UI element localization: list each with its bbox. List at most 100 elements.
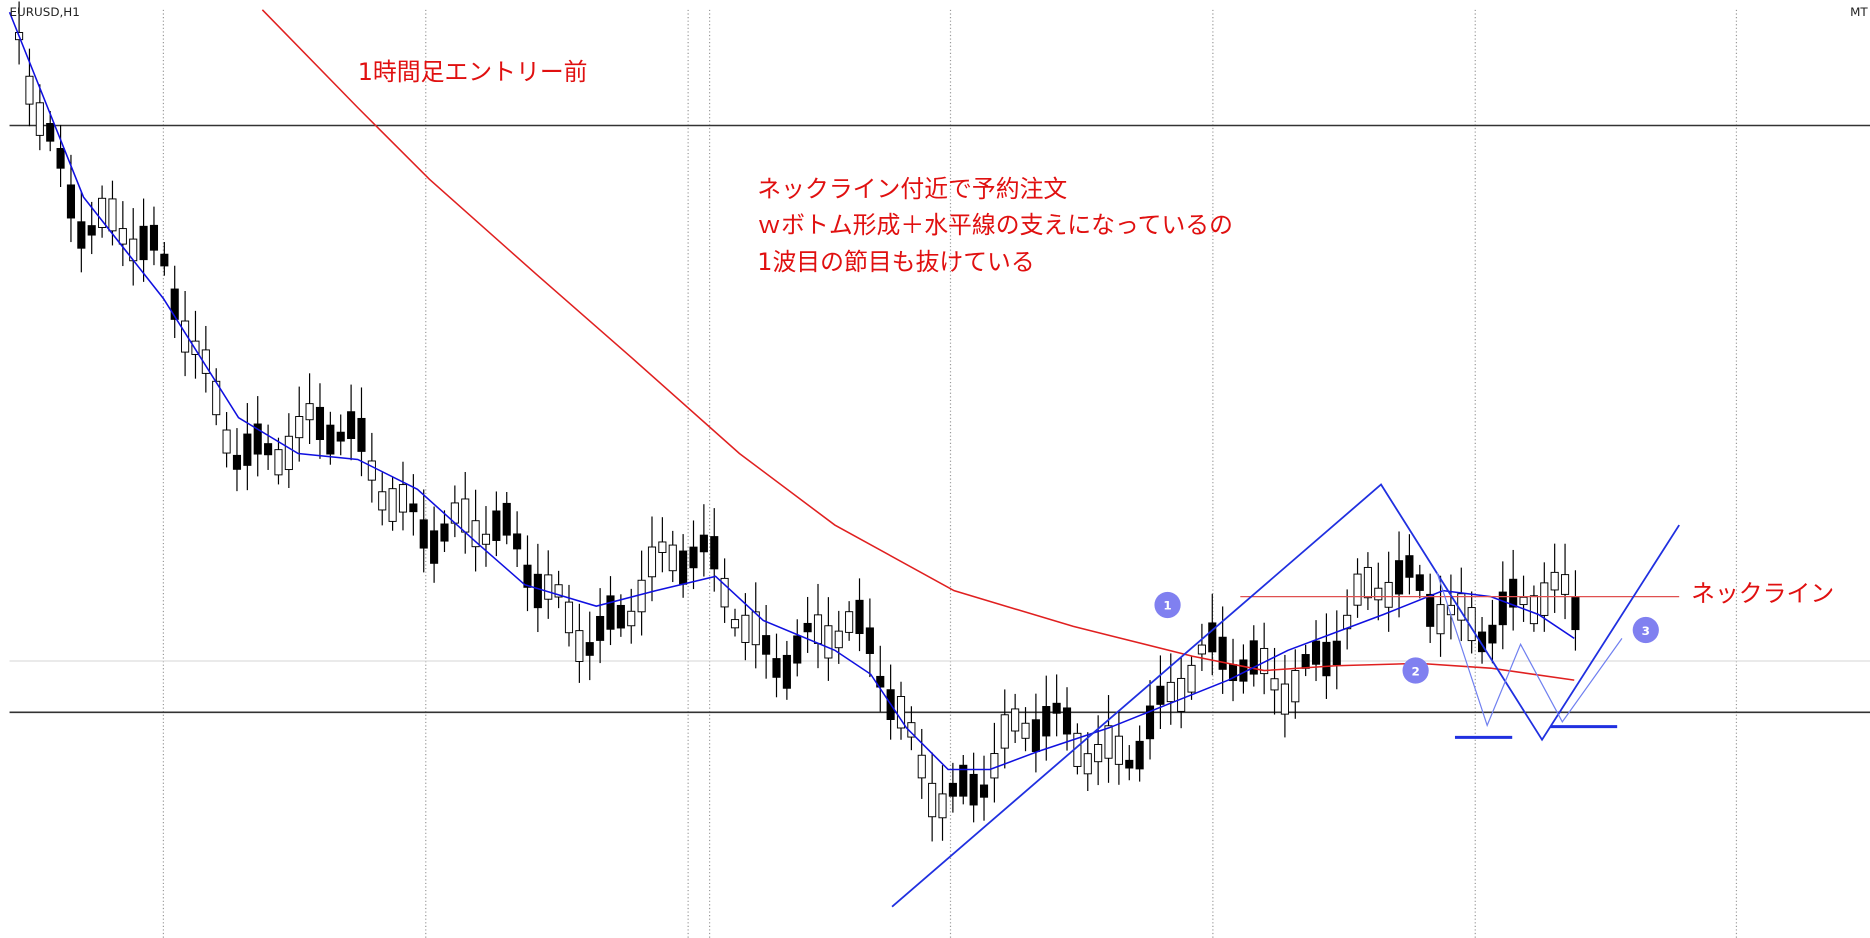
candle-body <box>917 754 926 779</box>
candle-body <box>1125 759 1134 769</box>
candle-body <box>845 611 854 633</box>
candle-body <box>1177 677 1186 712</box>
candle-body <box>419 519 428 549</box>
candle-body <box>637 579 646 613</box>
candle-body <box>803 622 812 633</box>
candle-body <box>326 424 335 455</box>
marker-label: 2 <box>1411 664 1419 678</box>
candles <box>15 1 1580 842</box>
candle-body <box>658 541 667 553</box>
candle-body <box>1477 631 1487 653</box>
symbol: EURUSD,H1 <box>10 5 80 19</box>
candle-body <box>1415 574 1424 591</box>
candle-body <box>481 533 491 545</box>
candle-body <box>98 197 107 228</box>
marker: 2 <box>1402 657 1429 684</box>
candle-body <box>253 423 262 455</box>
candle-body <box>606 595 615 630</box>
candle-body <box>720 577 729 608</box>
candle-body <box>1374 587 1383 601</box>
title-note: 1時間足エントリー前 <box>358 58 588 86</box>
candle-body <box>824 625 833 659</box>
candle-body <box>1291 670 1300 703</box>
candle-body <box>315 406 325 441</box>
candle-body <box>46 123 55 142</box>
candle-body <box>948 782 957 797</box>
candle-body <box>87 225 96 236</box>
candle-body <box>1218 636 1227 670</box>
candle-body <box>813 614 823 644</box>
candle-body <box>181 320 190 353</box>
candle-body <box>118 228 127 245</box>
candle-body <box>762 635 771 655</box>
candle-body <box>1280 683 1289 715</box>
candle-body <box>1301 654 1310 669</box>
candle-body <box>855 599 864 635</box>
candle-body <box>668 544 677 572</box>
candle-body <box>295 416 304 439</box>
candle-body <box>564 601 574 634</box>
candle-body <box>56 148 65 169</box>
candle-body <box>1000 714 1009 749</box>
candle-body <box>876 675 885 688</box>
platform: MT <box>1850 5 1868 19</box>
candle-body <box>1571 596 1580 631</box>
candle-body <box>533 573 542 609</box>
candle-body <box>77 221 86 249</box>
candle-body <box>782 654 791 689</box>
candle-body <box>554 584 563 598</box>
candle-body <box>1560 574 1570 595</box>
ma-fast <box>8 11 1575 771</box>
candle-body <box>222 429 231 454</box>
candle-body <box>1042 706 1051 737</box>
candle-body <box>1394 560 1404 595</box>
candle-body <box>523 564 532 588</box>
candle-body <box>928 782 937 818</box>
note: ｗボトム形成＋水平線の支えになっているの <box>757 211 1233 239</box>
candle-body <box>430 530 439 564</box>
note: ネックライン付近で予約注文 <box>757 175 1067 203</box>
candle-body <box>575 630 584 662</box>
candle-body <box>398 484 408 513</box>
candle-body <box>1311 640 1321 665</box>
candle-body <box>160 253 169 267</box>
candle-body <box>170 288 179 320</box>
candle-body <box>357 417 366 452</box>
candle-body <box>367 460 376 481</box>
candle-body <box>274 449 283 476</box>
candle-body <box>336 431 345 442</box>
candle-body <box>191 340 200 355</box>
candle-body <box>1488 624 1497 644</box>
candle-body <box>1083 753 1092 775</box>
marker: 1 <box>1154 591 1181 619</box>
candle-body <box>1363 566 1372 599</box>
marker-label: 1 <box>1163 599 1171 613</box>
candle-body <box>243 433 252 466</box>
candle-body <box>793 635 802 664</box>
candle-body <box>1332 640 1341 666</box>
candle-body <box>1094 744 1103 763</box>
candle-body <box>1509 578 1518 608</box>
candle-body <box>585 642 594 656</box>
candle-body <box>1519 596 1528 606</box>
candle-body <box>979 784 989 798</box>
candle-body <box>66 184 76 219</box>
neckline-label: ネックライン <box>1691 579 1834 607</box>
candle-body <box>1197 644 1206 655</box>
candle-body <box>1114 735 1123 765</box>
candle-body <box>1187 664 1196 693</box>
candle-body <box>492 510 501 541</box>
candle-body <box>1052 702 1061 714</box>
candle-body <box>1011 708 1020 732</box>
candle-body <box>347 411 356 439</box>
candle-body <box>544 574 553 600</box>
candle-body <box>1426 593 1435 627</box>
candle-body <box>772 658 781 678</box>
candle-body <box>1145 705 1155 740</box>
candle-body <box>378 491 387 511</box>
trend-lines-minor <box>1436 572 1623 728</box>
candle-body <box>35 102 44 136</box>
candle-body <box>710 536 719 570</box>
